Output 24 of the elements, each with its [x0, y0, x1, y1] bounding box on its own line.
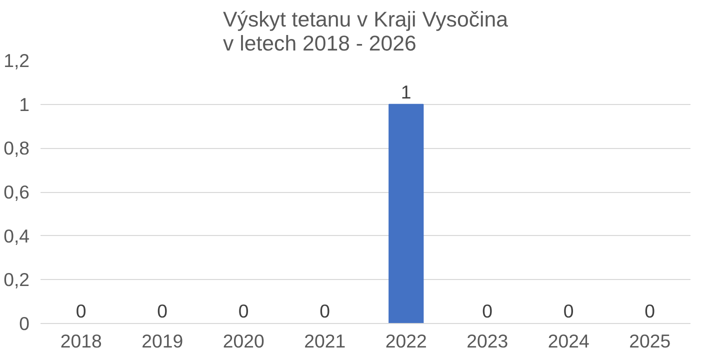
x-tick-label: 2018: [60, 330, 102, 352]
chart-title: Výskyt tetanu v Kraji Vysočina v letech 2018 - 2026: [223, 8, 508, 56]
y-tick-label: 0,4: [4, 225, 30, 246]
x-tick-label: 2022: [385, 330, 427, 352]
y-tick-label: 0: [19, 313, 30, 334]
data-label: 0: [320, 300, 330, 322]
data-label: 0: [76, 300, 86, 322]
x-tick-label: 2023: [466, 330, 508, 352]
x-tick-label: 2025: [629, 330, 671, 352]
data-label: 0: [238, 300, 249, 322]
data-label: 0: [644, 300, 656, 322]
y-tick-label: 0,8: [4, 138, 30, 159]
data-label: 0: [157, 300, 168, 322]
y-tick-label: 1: [19, 94, 30, 115]
x-tick-label: 2019: [142, 330, 184, 352]
data-label: 0: [563, 300, 574, 322]
y-tick-label: 1,2: [4, 50, 30, 71]
data-label: 0: [482, 300, 493, 322]
data-label: 1: [400, 81, 412, 102]
y-tick-label: 0,6: [4, 182, 30, 202]
x-tick-label: 2020: [222, 330, 264, 352]
x-tick-label: 2021: [304, 330, 346, 352]
y-tick-label: 0,2: [4, 269, 30, 290]
x-tick-label: 2024: [548, 330, 590, 352]
